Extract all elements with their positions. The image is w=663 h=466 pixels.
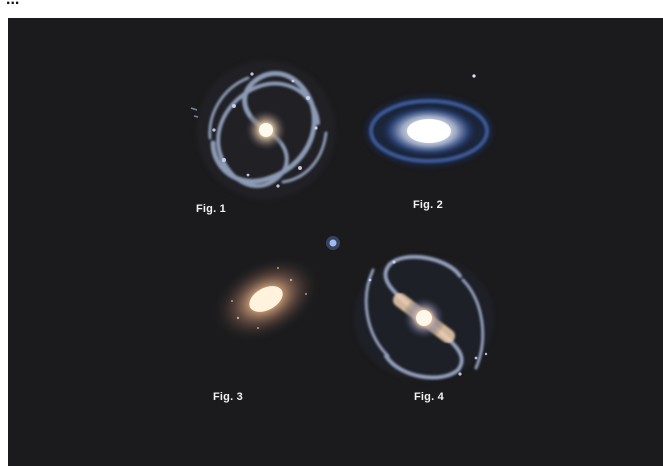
fig-3-label: Fig. 3 — [213, 391, 243, 403]
cropped-header-text: ... — [6, 0, 19, 9]
fig-1-label: Fig. 1 — [196, 203, 226, 215]
galaxy-fig-3-image — [211, 236, 340, 343]
galaxy-fig-1-image — [190, 60, 336, 200]
galaxy-fig-4-image — [354, 254, 494, 380]
galaxy-fig-2-image — [365, 74, 493, 167]
fig-2-label: Fig. 2 — [413, 199, 443, 211]
cropped-header: ... — [0, 0, 663, 16]
galaxy-figure-svg — [190, 60, 494, 380]
fig-4-label: Fig. 4 — [414, 391, 444, 403]
cropped-header-fragment: ... — [6, 0, 19, 8]
galaxy-figure-panel: Fig. 1 Fig. 2 Fig. 3 Fig. 4 — [8, 18, 663, 466]
